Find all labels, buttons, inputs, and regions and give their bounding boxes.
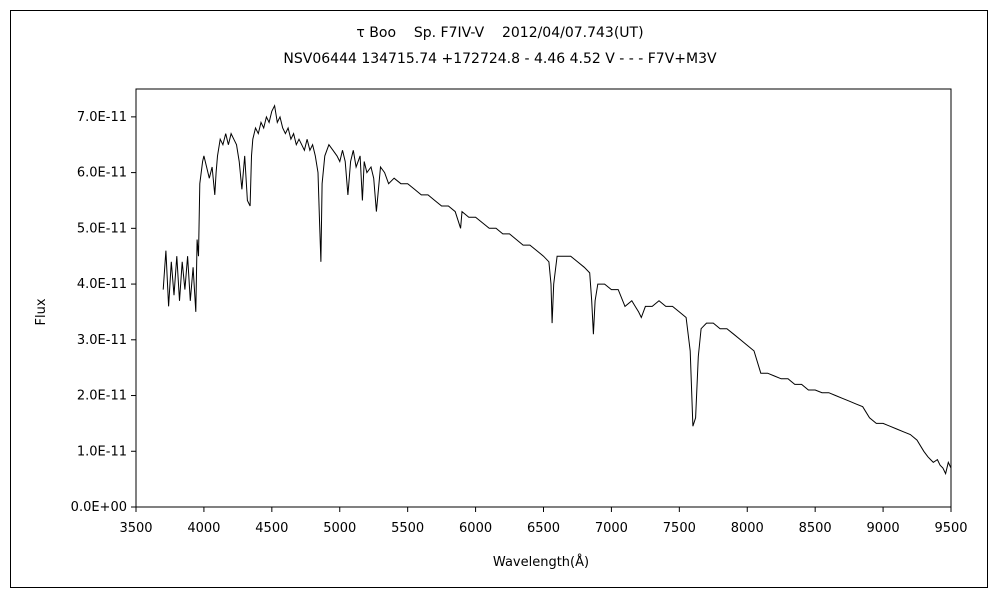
x-tick-label: 5000 <box>323 521 356 536</box>
x-tick-label: 7000 <box>595 521 628 536</box>
x-axis-label: Wavelength(Å) <box>493 554 589 570</box>
flux-spectrum-line <box>162 104 952 476</box>
y-tick-label: 2.0E-11 <box>77 389 127 404</box>
x-tick-label: 6500 <box>527 521 560 536</box>
x-tick-label: 9000 <box>867 521 900 536</box>
x-tick-label: 8000 <box>731 521 764 536</box>
y-tick-label: 5.0E-11 <box>77 221 127 236</box>
chart-frame <box>10 10 988 588</box>
y-axis: 0.0E+00 1.0E-11 2.0E-11 3.0E-11 4.0E-11 5.0E-… <box>71 110 136 515</box>
x-tick-label: 5500 <box>391 521 424 536</box>
y-tick-label: 4.0E-11 <box>77 277 127 292</box>
x-tick-label: 4500 <box>255 521 288 536</box>
y-tick-label: 3.0E-11 <box>77 333 127 348</box>
x-tick-label: 8500 <box>799 521 832 536</box>
x-tick-label: 4000 <box>187 521 220 536</box>
y-tick-label: 6.0E-11 <box>77 166 127 181</box>
y-tick-label: 0.0E+00 <box>71 500 127 515</box>
chart-subtitle: NSV06444 134715.74 +172724.8 - 4.46 4.52… <box>283 51 717 67</box>
y-tick-label: 7.0E-11 <box>77 110 127 125</box>
x-axis: 3500 4000 4500 5000 5500 6000 6500 7000 7500 8000… <box>119 507 968 536</box>
x-tick-label: 7500 <box>663 521 696 536</box>
x-tick-label: 6000 <box>459 521 492 536</box>
y-tick-label: 1.0E-11 <box>77 444 127 459</box>
chart-title: τ Boo Sp. F7IV-V 2012/04/07.743(UT) <box>356 25 644 41</box>
y-axis-label: Flux <box>34 298 49 325</box>
plot-area <box>135 88 952 508</box>
x-tick-label: 3500 <box>119 521 152 536</box>
x-tick-label: 9500 <box>934 521 967 536</box>
